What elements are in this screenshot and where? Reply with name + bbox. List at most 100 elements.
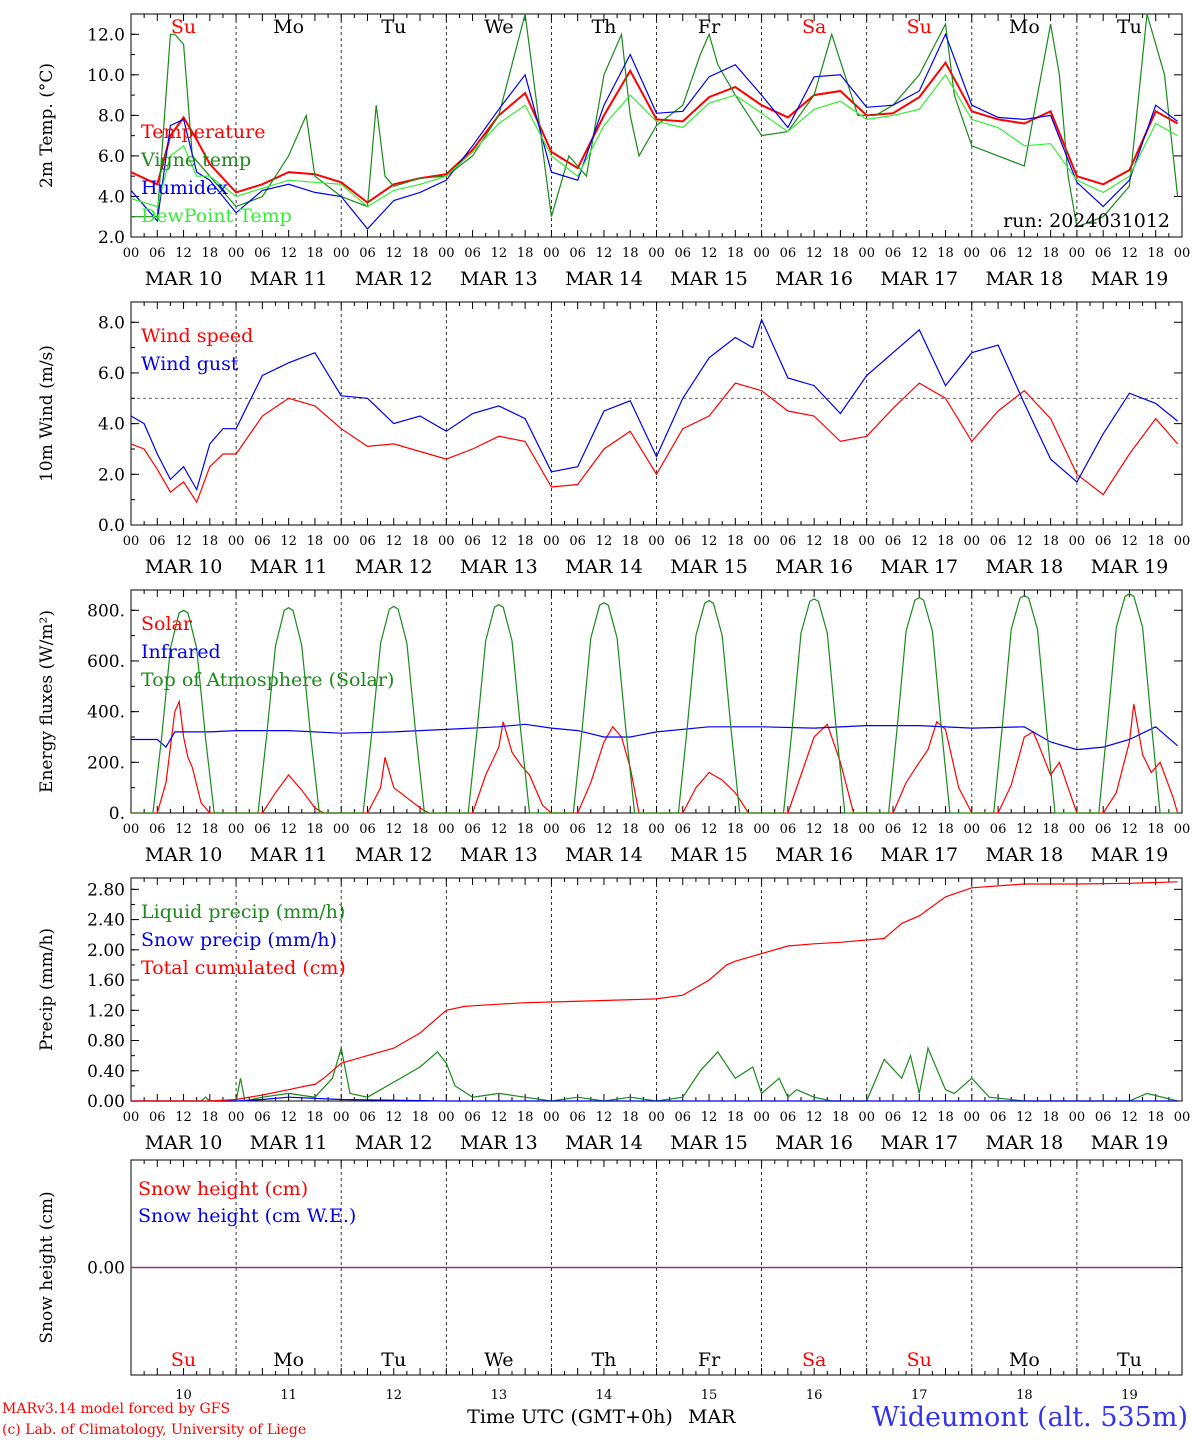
hour-tick-label: 12	[175, 1110, 192, 1125]
hour-tick-label: 06	[254, 1110, 271, 1125]
series-line	[130, 73, 1178, 208]
time-axis-label: Time UTC (GMT+0h)	[467, 1406, 673, 1428]
hour-tick-label: 06	[780, 534, 797, 549]
day-number-label: 17	[911, 1388, 928, 1403]
hour-tick-label: 00	[753, 1110, 770, 1125]
hour-tick-label: 06	[885, 1110, 902, 1125]
y-axis-label: 10m Wind (m/s)	[37, 345, 57, 482]
hour-tick-label: 12	[175, 246, 192, 261]
day-number-label: 13	[491, 1388, 508, 1403]
date-label: MAR 14	[565, 556, 643, 578]
hour-tick-label: 18	[832, 534, 849, 549]
y-tick-label: 2.40	[87, 911, 125, 931]
y-tick-label: 800.	[87, 601, 125, 621]
hour-tick-label: 06	[569, 822, 586, 837]
date-label: MAR 10	[145, 268, 223, 290]
hour-tick-label: 06	[359, 534, 376, 549]
hour-tick-label: 06	[990, 1110, 1007, 1125]
day-number-label: 18	[1016, 1388, 1033, 1403]
date-label: MAR 13	[460, 844, 538, 866]
hour-tick-label: 06	[1095, 822, 1112, 837]
date-label: MAR 19	[1091, 844, 1169, 866]
y-tick-label: 8.0	[98, 313, 125, 333]
hour-tick-label: 12	[1121, 822, 1138, 837]
date-label: MAR 19	[1091, 1132, 1169, 1154]
hour-tick-label: 18	[517, 1110, 534, 1125]
weekday-label: Sa	[802, 1349, 826, 1371]
date-label: MAR 14	[565, 1132, 643, 1154]
hour-tick-label: 06	[254, 534, 271, 549]
weekday-label: Th	[591, 16, 616, 38]
hour-tick-label: 06	[464, 1110, 481, 1125]
hour-tick-label: 06	[359, 822, 376, 837]
hour-tick-label: 00	[228, 1110, 245, 1125]
plot-frame	[130, 301, 1183, 526]
run-label: run: 2024031012	[1003, 210, 1170, 232]
hour-tick-label: 18	[517, 246, 534, 261]
hour-tick-label: 06	[675, 246, 692, 261]
date-label: MAR 18	[985, 268, 1063, 290]
date-label: MAR 11	[250, 268, 328, 290]
y-tick-label: 2.00	[87, 941, 125, 961]
footer: MARv3.14 model forced by GFS (c) Lab. of…	[2, 1401, 1188, 1438]
legend-entry: Snow height (cm W.E.)	[138, 1205, 356, 1227]
weekday-label: Tu	[1117, 1349, 1142, 1371]
hour-tick-label: 00	[648, 822, 665, 837]
date-label: MAR 11	[250, 1132, 328, 1154]
legend-entry: Infrared	[141, 641, 221, 663]
hour-tick-label: 18	[622, 246, 639, 261]
date-label: MAR 15	[670, 1132, 748, 1154]
hour-tick-label: 06	[359, 1110, 376, 1125]
hour-tick-label: 06	[464, 534, 481, 549]
hour-tick-label: 00	[438, 534, 455, 549]
weekday-label: Mo	[1009, 1349, 1040, 1371]
hour-tick-label: 06	[569, 1110, 586, 1125]
hour-tick-label: 18	[727, 1110, 744, 1125]
date-label: MAR 19	[1091, 556, 1169, 578]
hour-tick-label: 00	[753, 534, 770, 549]
y-tick-label: 4.0	[98, 187, 125, 207]
hour-tick-label: 18	[202, 246, 219, 261]
weekday-label: Tu	[1117, 16, 1142, 38]
date-label: MAR 10	[145, 1132, 223, 1154]
date-label: MAR 14	[565, 268, 643, 290]
y-tick-label: 0.00	[87, 1259, 125, 1279]
weekday-label: Mo	[1009, 16, 1040, 38]
hour-tick-label: 00	[1069, 246, 1086, 261]
y-tick-label: 1.60	[87, 971, 125, 991]
hour-tick-label: 18	[1042, 246, 1059, 261]
y-tick-label: 0.00	[87, 1092, 125, 1112]
hour-tick-label: 06	[569, 534, 586, 549]
date-label: MAR 13	[460, 556, 538, 578]
hour-tick-label: 00	[858, 246, 875, 261]
y-tick-label: 200.	[87, 753, 125, 773]
hour-tick-label: 18	[307, 822, 324, 837]
date-label: MAR 14	[565, 844, 643, 866]
hour-tick-label: 00	[648, 246, 665, 261]
day-number-label: 12	[385, 1388, 402, 1403]
hour-tick-label: 00	[1174, 822, 1191, 837]
hour-tick-label: 00	[123, 822, 140, 837]
hour-tick-label: 00	[228, 534, 245, 549]
date-label: MAR 13	[460, 268, 538, 290]
hour-tick-label: 18	[832, 1110, 849, 1125]
hour-tick-label: 12	[701, 822, 718, 837]
panel-3: 0. 200. 400. 600. 800. Energy fluxes (W/m²) So…	[37, 589, 1191, 866]
y-tick-label: 0.	[109, 804, 125, 824]
hour-tick-label: 12	[491, 246, 508, 261]
hour-tick-label: 18	[307, 246, 324, 261]
series-line	[131, 723, 1178, 751]
y-tick-label: 6.0	[98, 364, 125, 384]
series-line	[131, 593, 1178, 814]
hour-tick-label: 00	[1069, 534, 1086, 549]
hour-tick-label: 06	[359, 246, 376, 261]
hour-tick-label: 18	[937, 534, 954, 549]
hour-tick-label: 18	[517, 534, 534, 549]
hour-tick-label: 18	[727, 246, 744, 261]
hour-tick-label: 18	[202, 822, 219, 837]
y-tick-label: 400.	[87, 703, 125, 723]
hour-tick-label: 00	[964, 822, 981, 837]
hour-tick-label: 18	[412, 1110, 429, 1125]
hour-tick-label: 00	[543, 246, 560, 261]
hour-tick-label: 12	[701, 534, 718, 549]
